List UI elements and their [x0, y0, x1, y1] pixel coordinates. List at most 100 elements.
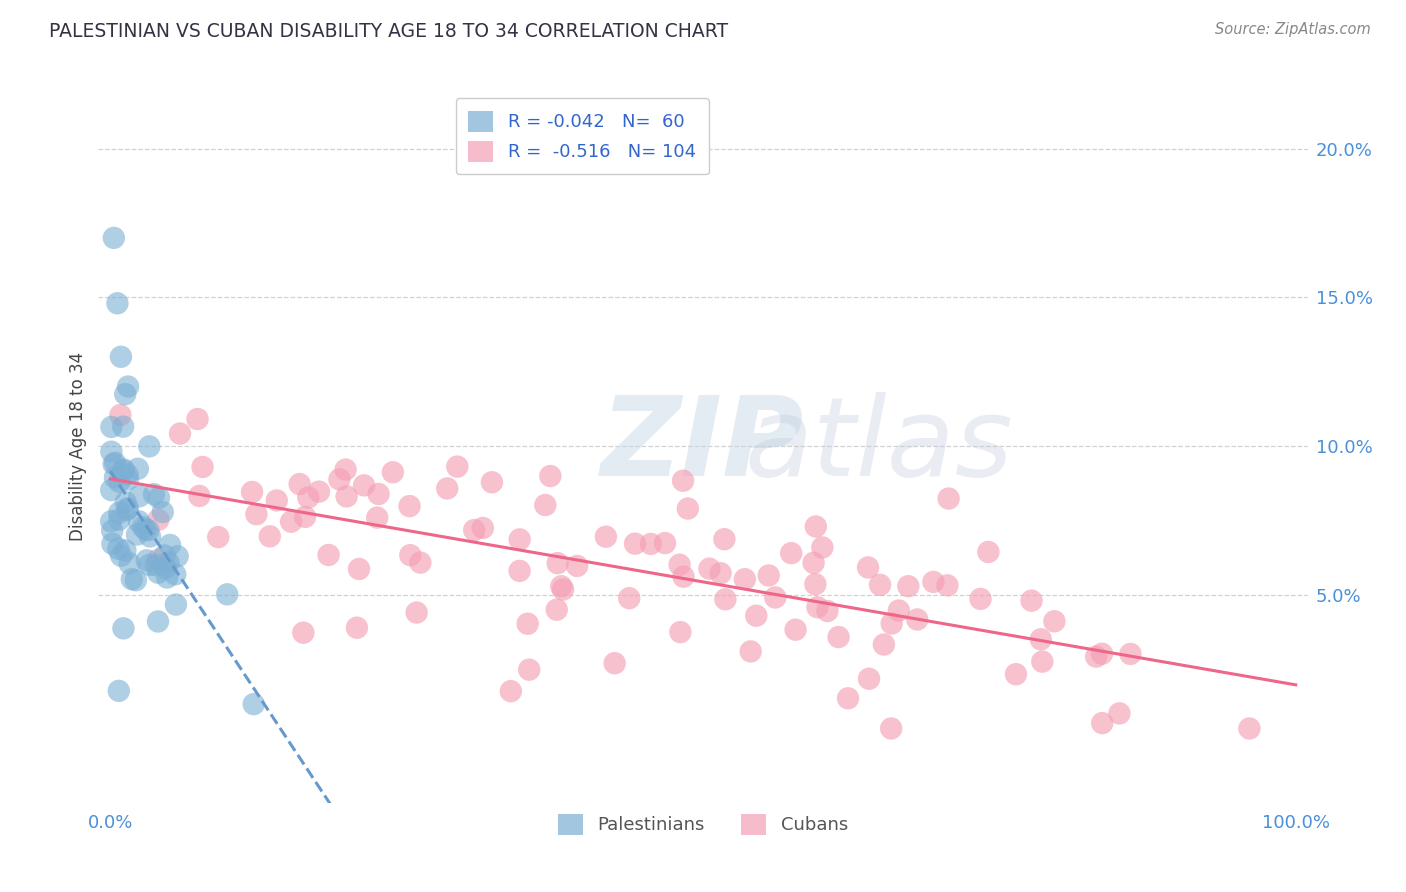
Point [335, 462, 357, 476]
Point [108, 475, 131, 489]
Point [148, 491, 170, 505]
Point [409, 556, 432, 570]
Point [709, 566, 731, 581]
Point [292, 625, 315, 640]
Point [699, 562, 721, 576]
Point [538, 469, 561, 483]
Point [165, 598, 187, 612]
Point [328, 472, 350, 486]
Point [1239, 722, 1261, 736]
Point [145, 558, 167, 573]
Point [146, 566, 169, 580]
Point [869, 578, 891, 592]
Point [297, 491, 319, 505]
Point [143, 487, 166, 501]
Point [873, 638, 896, 652]
Legend: Palestinians, Cubans: Palestinians, Cubans [548, 805, 858, 844]
Point [148, 513, 170, 527]
Point [640, 537, 662, 551]
Point [166, 549, 188, 564]
Point [977, 545, 1000, 559]
Point [463, 523, 485, 537]
Point [672, 474, 695, 488]
Point [146, 553, 169, 567]
Point [138, 439, 160, 453]
Point [110, 350, 132, 364]
Point [624, 536, 647, 550]
Point [509, 564, 531, 578]
Point [837, 691, 859, 706]
Point [936, 578, 959, 592]
Point [108, 506, 131, 520]
Point [169, 426, 191, 441]
Point [405, 606, 427, 620]
Point [188, 489, 211, 503]
Point [108, 513, 131, 527]
Point [240, 485, 263, 500]
Point [127, 462, 149, 476]
Point [804, 519, 827, 533]
Text: PALESTINIAN VS CUBAN DISABILITY AGE 18 TO 34 CORRELATION CHART: PALESTINIAN VS CUBAN DISABILITY AGE 18 T… [49, 22, 728, 41]
Point [969, 591, 991, 606]
Point [806, 600, 828, 615]
Point [112, 462, 135, 476]
Point [186, 412, 208, 426]
Point [880, 616, 903, 631]
Point [294, 509, 316, 524]
Point [288, 477, 311, 491]
Point [905, 612, 928, 626]
Point [155, 561, 177, 575]
Point [136, 523, 159, 537]
Point [481, 475, 503, 490]
Point [654, 536, 676, 550]
Point [103, 457, 125, 471]
Point [815, 604, 838, 618]
Point [1029, 632, 1052, 647]
Point [381, 465, 404, 479]
Point [499, 684, 522, 698]
Point [280, 515, 302, 529]
Point [104, 456, 127, 470]
Point [446, 459, 468, 474]
Point [713, 532, 735, 546]
Point [367, 487, 389, 501]
Point [676, 501, 699, 516]
Point [547, 556, 569, 570]
Point [353, 478, 375, 492]
Point [1043, 615, 1066, 629]
Point [785, 623, 807, 637]
Point [938, 491, 960, 506]
Point [758, 568, 780, 582]
Point [534, 498, 557, 512]
Point [110, 549, 132, 563]
Point [157, 556, 180, 570]
Point [1108, 706, 1130, 721]
Point [858, 672, 880, 686]
Point [146, 615, 169, 629]
Point [745, 608, 768, 623]
Point [308, 484, 330, 499]
Point [159, 538, 181, 552]
Point [780, 546, 803, 560]
Point [366, 510, 388, 524]
Text: Source: ZipAtlas.com: Source: ZipAtlas.com [1215, 22, 1371, 37]
Point [516, 616, 538, 631]
Point [245, 507, 267, 521]
Point [668, 558, 690, 572]
Point [114, 387, 136, 401]
Point [105, 296, 128, 310]
Point [165, 567, 187, 582]
Point [714, 592, 737, 607]
Y-axis label: Disability Age 18 to 34: Disability Age 18 to 34 [69, 351, 87, 541]
Point [856, 560, 879, 574]
Point [517, 663, 540, 677]
Point [121, 572, 143, 586]
Point [803, 556, 825, 570]
Point [318, 548, 340, 562]
Point [1091, 647, 1114, 661]
Point [669, 625, 692, 640]
Point [104, 470, 127, 484]
Point [112, 464, 135, 478]
Point [1085, 649, 1108, 664]
Point [107, 541, 129, 556]
